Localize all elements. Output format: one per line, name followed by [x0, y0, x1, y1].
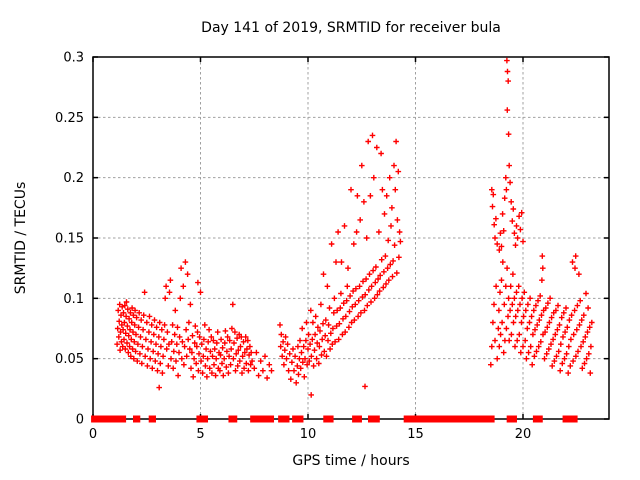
- x-tick-label: 5: [196, 427, 204, 442]
- y-tick-label: 0.3: [63, 51, 84, 66]
- zero-band-segment: [292, 415, 304, 423]
- y-tick-label: 0.1: [63, 292, 84, 307]
- x-tick-label: 0: [89, 427, 97, 442]
- zero-band-segment: [228, 415, 238, 423]
- tick-labels: 0 5 10 15 20 0 0.05 0.1 0.15 0.2 0.25 0.3: [55, 51, 531, 443]
- zero-band-segment: [367, 415, 380, 423]
- zero-band-segment: [250, 415, 272, 423]
- chart-title: Day 141 of 2019, SRMTID for receiver bul…: [201, 20, 501, 36]
- zero-band-segment: [532, 415, 543, 423]
- zero-band-segment: [403, 415, 495, 423]
- y-tick-label: 0.2: [63, 171, 84, 186]
- scatter-points: [114, 57, 595, 398]
- y-tick-label: 0.05: [55, 352, 84, 367]
- x-tick-label: 15: [407, 427, 424, 442]
- zero-band-segment: [266, 415, 275, 423]
- zero-band-segment: [148, 415, 156, 423]
- zero-band-segment: [91, 415, 127, 423]
- zero-band-segment: [323, 415, 334, 423]
- zero-band-segment: [568, 415, 578, 423]
- scatter-marker-path: [114, 57, 595, 398]
- zero-band-segment: [352, 415, 362, 423]
- zero-band-segment: [196, 415, 204, 423]
- zero-value-band: [91, 415, 578, 423]
- x-tick-label: 10: [300, 427, 317, 442]
- y-tick-label: 0.25: [55, 111, 84, 126]
- zero-band-segment: [509, 415, 517, 423]
- zero-band-segment: [133, 415, 141, 423]
- x-axis-label: GPS time / hours: [292, 453, 410, 469]
- zero-band-segment: [200, 415, 209, 423]
- y-tick-label: 0: [76, 413, 84, 428]
- zero-band-segment: [278, 415, 290, 423]
- zero-band-segment: [562, 415, 573, 423]
- x-tick-label: 20: [515, 427, 532, 442]
- y-tick-label: 0.15: [55, 232, 84, 247]
